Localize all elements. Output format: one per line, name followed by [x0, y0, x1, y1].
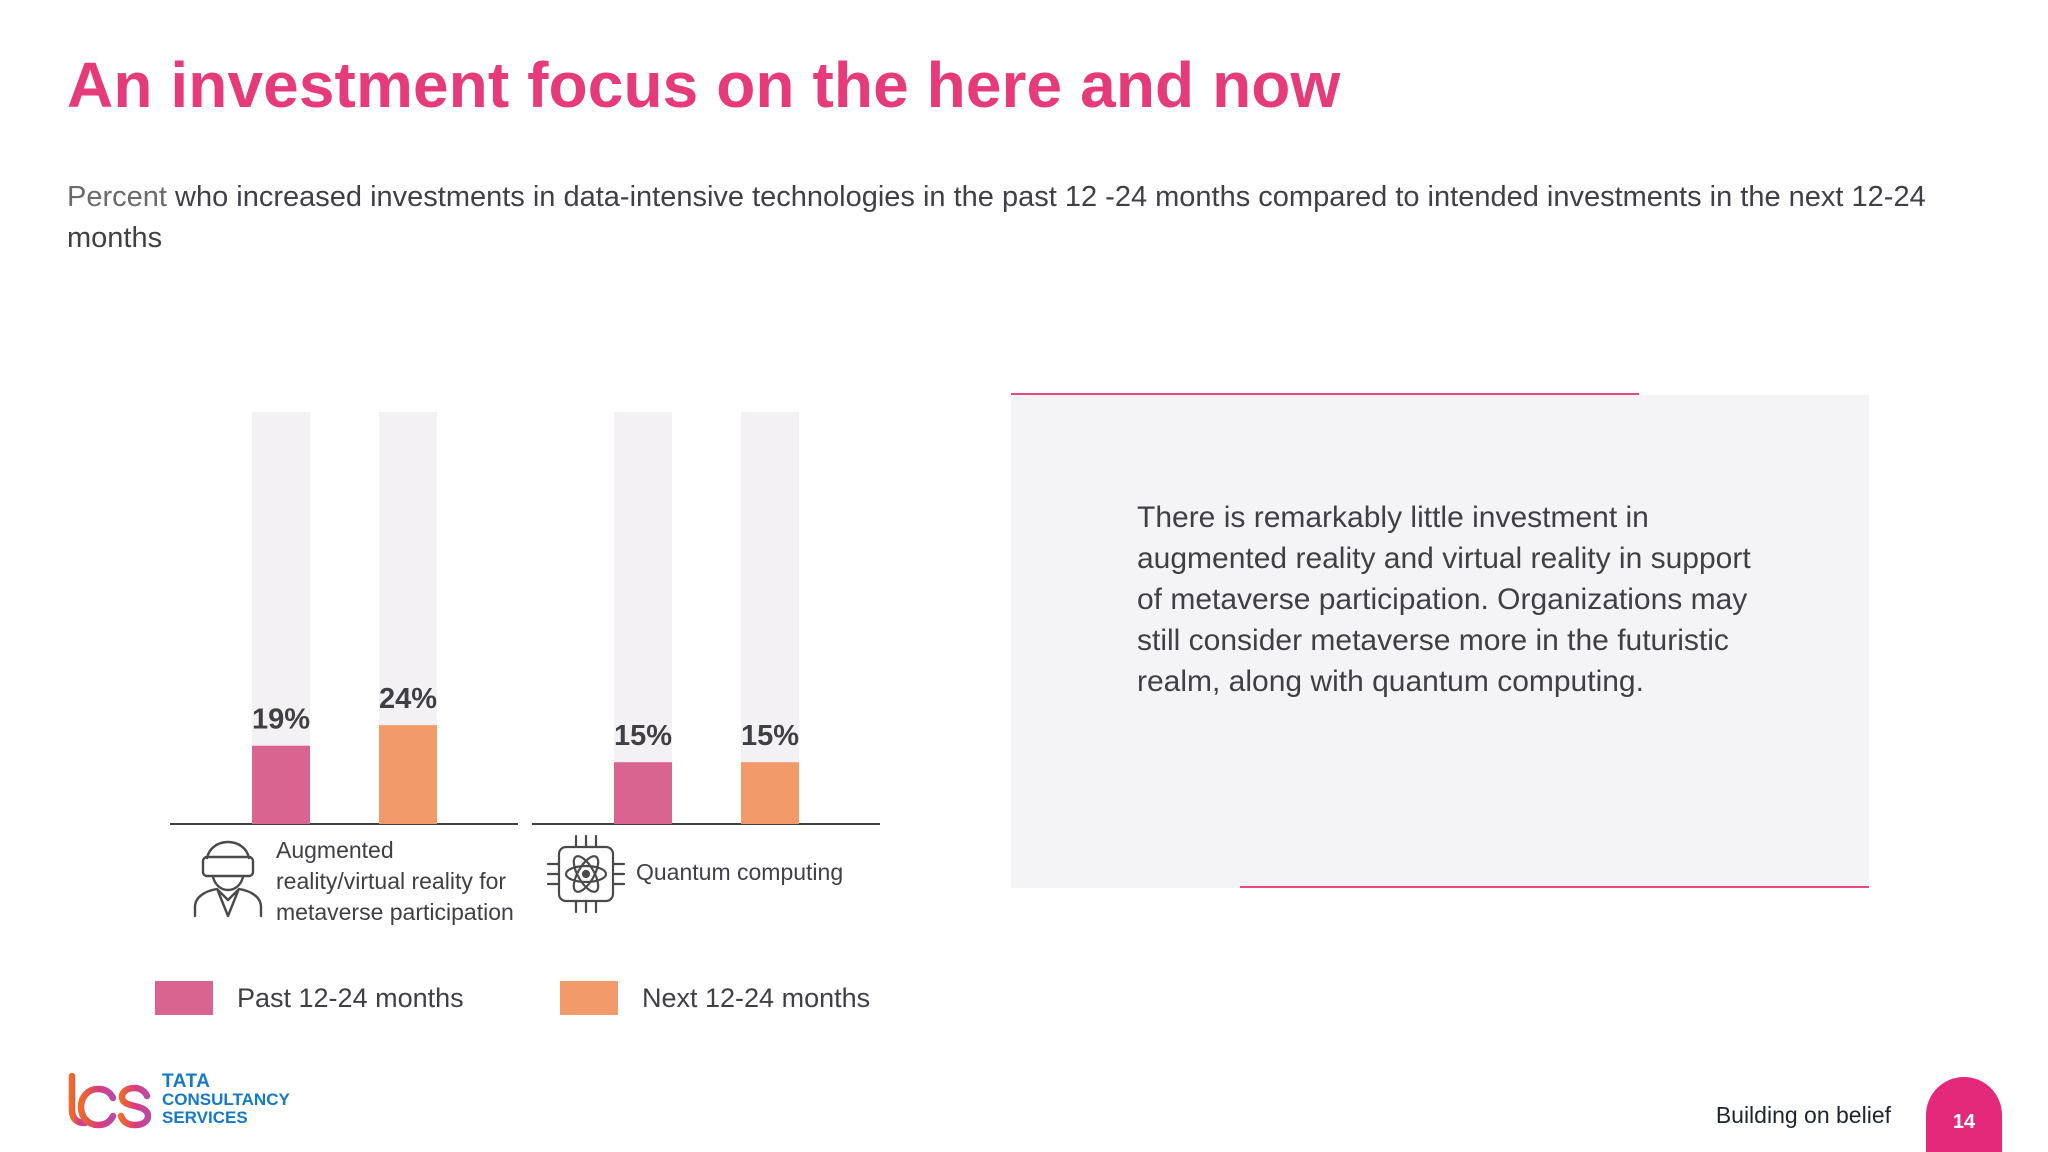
brand-line-consultancy: CONSULTANCY: [162, 1090, 290, 1109]
chart-description: Percent who increased investments in dat…: [67, 177, 1967, 259]
bar-ar-vr-next: [379, 725, 437, 824]
legend-label-past: Past 12-24 months: [237, 982, 464, 1013]
brand-line-services: SERVICES: [162, 1108, 248, 1127]
background-bar-quantum-computing-past: [614, 412, 672, 824]
brand-line-tata: TATA: [162, 1071, 211, 1092]
tcs-logo-mark-icon: [64, 1072, 152, 1129]
legend-item-next: Next 12-24 months: [560, 977, 870, 1019]
insight-panel: [1011, 395, 1869, 888]
insight-text: There is remarkably little investment in…: [1137, 501, 1751, 698]
page-number: 14: [1952, 1111, 1976, 1133]
chart-svg: 19% 24% 15% 15%: [170, 412, 880, 825]
bar-quantum-computing-past: [614, 762, 672, 824]
investment-bar-chart: 19% 24% 15% 15% Augmented reality/virtual r…: [150, 390, 890, 1040]
quantum-chip-icon: [546, 834, 626, 914]
insight-top-rule: [1011, 393, 1639, 395]
subtitle-prefix: Percent: [67, 181, 167, 213]
page-number-badge: [1926, 1077, 2002, 1152]
bar-quantum-computing-next: [741, 762, 799, 824]
tcs-wordmark: TATA CONSULTANCY SERVICES: [162, 1071, 332, 1127]
data-label-quantum-computing-past: 15%: [614, 720, 672, 752]
data-label-ar-vr-past: 19%: [252, 704, 310, 736]
subtitle-body: who increased investments in data-intens…: [67, 181, 1926, 254]
insight-bottom-rule: [1240, 886, 1869, 888]
chart-legend: Past 12-24 months Next 12-24 months: [155, 977, 915, 1019]
footer-tagline: Building on belief: [1715, 1102, 1891, 1128]
background-bar-quantum-computing-next: [741, 412, 799, 824]
category-label-quantum-computing: Quantum computing: [636, 859, 844, 885]
data-label-ar-vr-next: 24%: [379, 683, 437, 715]
legend-swatch-past: [155, 981, 213, 1015]
page-title: An investment focus on the here and now: [67, 49, 1341, 121]
legend-item-past: Past 12-24 months: [155, 977, 464, 1019]
legend-label-next: Next 12-24 months: [642, 982, 871, 1013]
tcs-logo: TATA CONSULTANCY SERVICES: [64, 1072, 324, 1134]
bar-ar-vr-past: [252, 745, 310, 824]
vr-user-icon: [193, 840, 263, 918]
category-label-ar-vr: Augmented reality/virtual reality for me…: [276, 837, 514, 925]
data-label-quantum-computing-next: 15%: [741, 720, 799, 752]
legend-swatch-next: [560, 981, 618, 1015]
